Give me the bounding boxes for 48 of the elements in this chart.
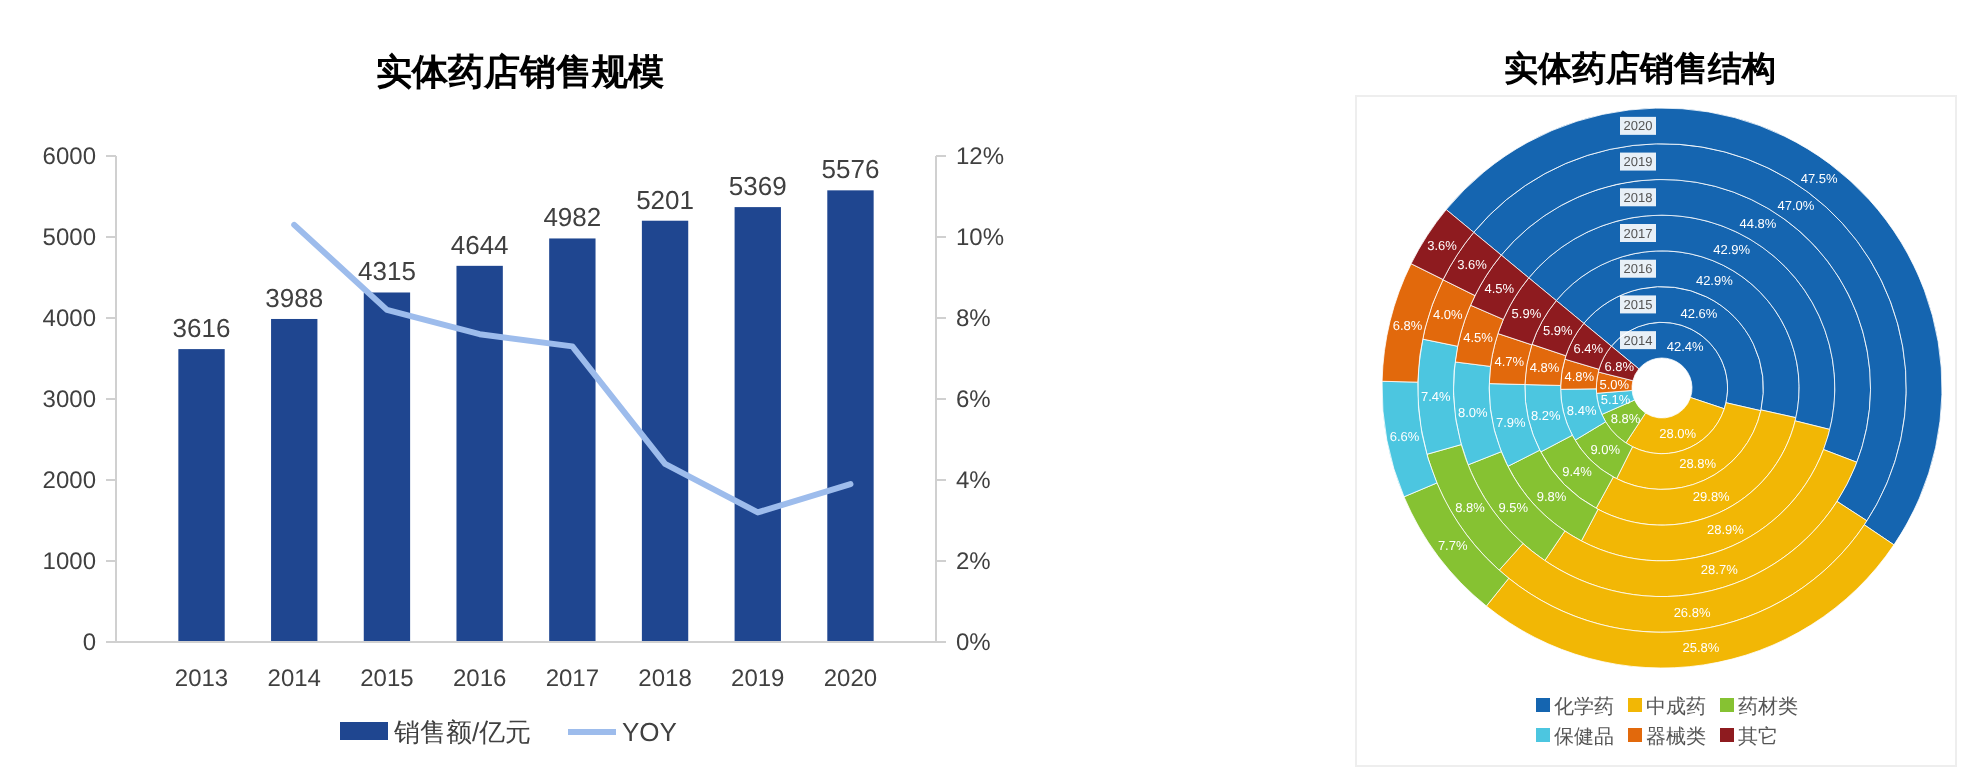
y2-tick-label: 4% [956,466,992,495]
data-label: 4644 [450,229,509,260]
x-tick-label: 2018 [638,664,693,692]
x-tick-label: 2020 [823,664,878,692]
chart-title: 实体药店销售结构 [1504,50,1776,90]
legend-label: 其它 [1738,725,1778,749]
bar [549,238,596,642]
y2-tick-label: 8% [956,304,992,333]
y2-tick-label: 2% [956,547,992,576]
y2-tick-label: 0% [956,628,992,657]
data-label: 4315 [358,256,416,287]
x-tick-label: 2016 [452,664,507,692]
y-tick-label: 4000 [42,304,97,333]
data-label: 4982 [543,202,602,233]
y-tick-label: 5000 [42,223,97,252]
y2-tick-label: 10% [956,223,1005,252]
legend-label: 药材类 [1738,695,1798,719]
bar [178,349,225,642]
data-label: 3616 [172,313,231,344]
y-tick-label: 3000 [42,385,97,414]
legend-label: YOY [622,717,678,748]
data-label: 5201 [636,184,694,215]
data-label: 3988 [265,282,324,313]
x-tick-label: 2019 [731,664,786,692]
bar [827,190,874,642]
legend-label: 器械类 [1646,725,1706,749]
bar [456,265,503,642]
x-tick-label: 2017 [545,664,600,692]
bar [641,220,689,642]
bar [734,207,781,642]
chart-title: 实体药店销售规模 [376,52,664,94]
y-tick-label: 6000 [42,142,97,171]
legend-label: 销售额/亿元 [392,717,532,748]
legend-label: 化学药 [1554,695,1614,719]
y-tick-label: 1000 [42,547,97,576]
legend-label: 中成药 [1646,695,1706,719]
data-label: 5369 [728,171,787,202]
data-label: 5576 [821,154,880,185]
y-tick-label: 2000 [42,466,97,495]
x-tick-label: 2013 [174,664,229,692]
y2-tick-label: 6% [956,385,992,414]
y-tick-label: 0 [82,628,97,657]
y2-tick-label: 12% [956,142,1005,171]
bar [271,318,318,642]
bar [363,292,411,642]
x-tick-label: 2015 [360,664,415,692]
x-tick-label: 2014 [267,664,322,692]
legend-label: 保健品 [1554,727,1614,749]
